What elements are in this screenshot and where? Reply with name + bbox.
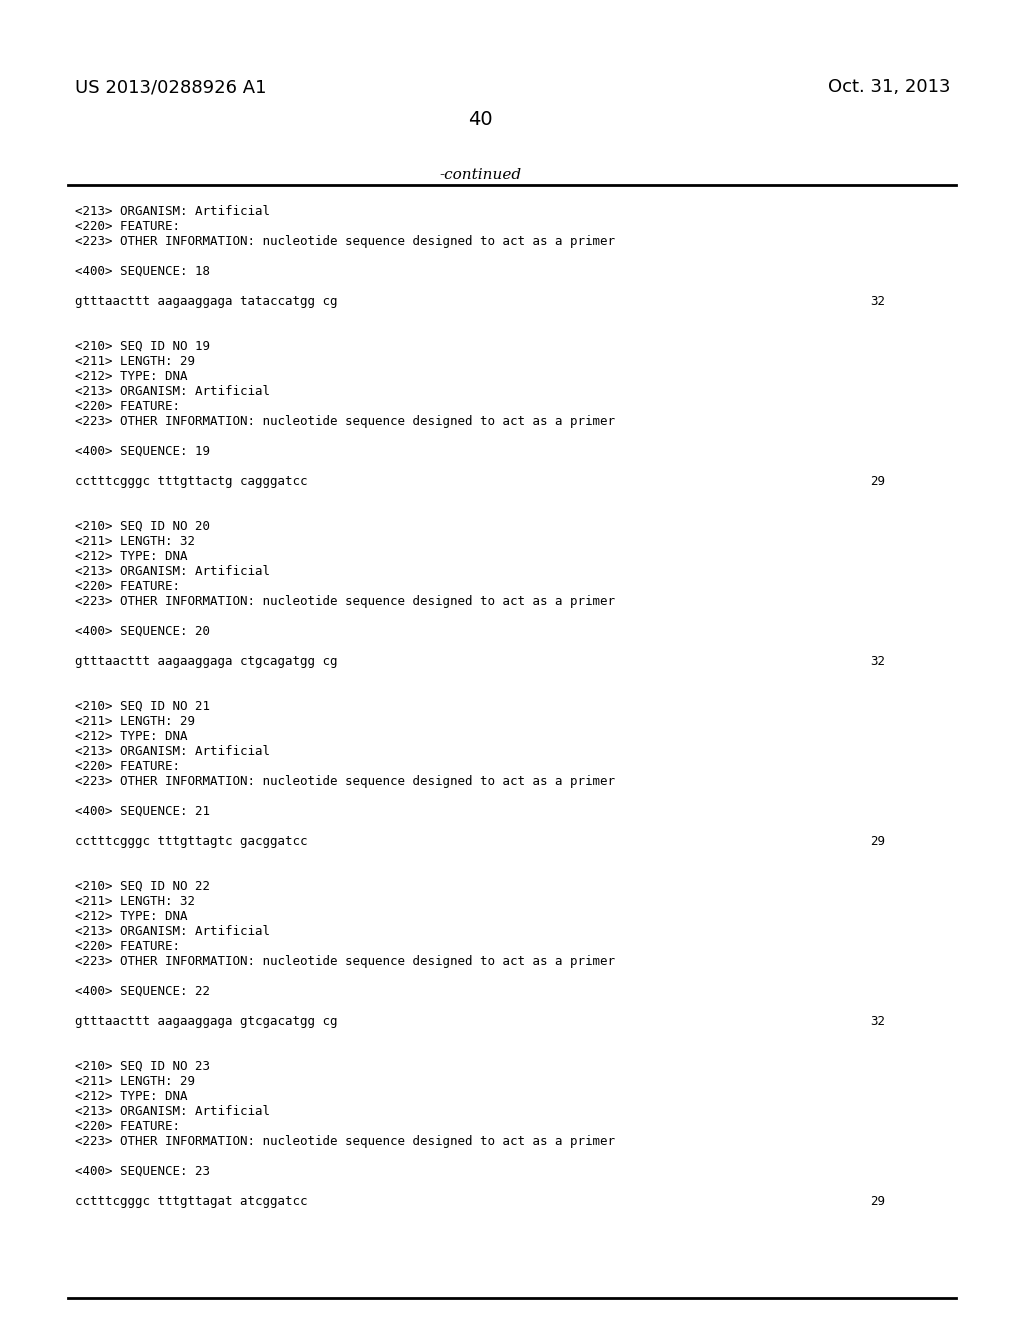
Text: <220> FEATURE:: <220> FEATURE: — [75, 1119, 180, 1133]
Text: <211> LENGTH: 29: <211> LENGTH: 29 — [75, 1074, 195, 1088]
Text: <212> TYPE: DNA: <212> TYPE: DNA — [75, 550, 187, 564]
Text: gtttaacttt aagaaggaga tataccatgg cg: gtttaacttt aagaaggaga tataccatgg cg — [75, 294, 338, 308]
Text: 29: 29 — [870, 836, 885, 847]
Text: 29: 29 — [870, 475, 885, 488]
Text: <210> SEQ ID NO 21: <210> SEQ ID NO 21 — [75, 700, 210, 713]
Text: <213> ORGANISM: Artificial: <213> ORGANISM: Artificial — [75, 565, 270, 578]
Text: <210> SEQ ID NO 20: <210> SEQ ID NO 20 — [75, 520, 210, 533]
Text: <211> LENGTH: 32: <211> LENGTH: 32 — [75, 895, 195, 908]
Text: <211> LENGTH: 29: <211> LENGTH: 29 — [75, 355, 195, 368]
Text: <211> LENGTH: 32: <211> LENGTH: 32 — [75, 535, 195, 548]
Text: <400> SEQUENCE: 21: <400> SEQUENCE: 21 — [75, 805, 210, 818]
Text: <210> SEQ ID NO 19: <210> SEQ ID NO 19 — [75, 341, 210, 352]
Text: Oct. 31, 2013: Oct. 31, 2013 — [827, 78, 950, 96]
Text: <220> FEATURE:: <220> FEATURE: — [75, 760, 180, 774]
Text: <213> ORGANISM: Artificial: <213> ORGANISM: Artificial — [75, 744, 270, 758]
Text: <223> OTHER INFORMATION: nucleotide sequence designed to act as a primer: <223> OTHER INFORMATION: nucleotide sequ… — [75, 595, 615, 609]
Text: <223> OTHER INFORMATION: nucleotide sequence designed to act as a primer: <223> OTHER INFORMATION: nucleotide sequ… — [75, 414, 615, 428]
Text: <212> TYPE: DNA: <212> TYPE: DNA — [75, 1090, 187, 1104]
Text: 29: 29 — [870, 1195, 885, 1208]
Text: <223> OTHER INFORMATION: nucleotide sequence designed to act as a primer: <223> OTHER INFORMATION: nucleotide sequ… — [75, 1135, 615, 1148]
Text: 32: 32 — [870, 1015, 885, 1028]
Text: <210> SEQ ID NO 23: <210> SEQ ID NO 23 — [75, 1060, 210, 1073]
Text: 40: 40 — [468, 110, 493, 129]
Text: <211> LENGTH: 29: <211> LENGTH: 29 — [75, 715, 195, 729]
Text: <223> OTHER INFORMATION: nucleotide sequence designed to act as a primer: <223> OTHER INFORMATION: nucleotide sequ… — [75, 235, 615, 248]
Text: <212> TYPE: DNA: <212> TYPE: DNA — [75, 730, 187, 743]
Text: <213> ORGANISM: Artificial: <213> ORGANISM: Artificial — [75, 205, 270, 218]
Text: gtttaacttt aagaaggaga ctgcagatgg cg: gtttaacttt aagaaggaga ctgcagatgg cg — [75, 655, 338, 668]
Text: <400> SEQUENCE: 18: <400> SEQUENCE: 18 — [75, 265, 210, 279]
Text: cctttcgggc tttgttagtc gacggatcc: cctttcgggc tttgttagtc gacggatcc — [75, 836, 307, 847]
Text: gtttaacttt aagaaggaga gtcgacatgg cg: gtttaacttt aagaaggaga gtcgacatgg cg — [75, 1015, 338, 1028]
Text: <400> SEQUENCE: 22: <400> SEQUENCE: 22 — [75, 985, 210, 998]
Text: <220> FEATURE:: <220> FEATURE: — [75, 940, 180, 953]
Text: 32: 32 — [870, 655, 885, 668]
Text: cctttcgggc tttgttactg cagggatcc: cctttcgggc tttgttactg cagggatcc — [75, 475, 307, 488]
Text: 32: 32 — [870, 294, 885, 308]
Text: <212> TYPE: DNA: <212> TYPE: DNA — [75, 909, 187, 923]
Text: <220> FEATURE:: <220> FEATURE: — [75, 220, 180, 234]
Text: <223> OTHER INFORMATION: nucleotide sequence designed to act as a primer: <223> OTHER INFORMATION: nucleotide sequ… — [75, 775, 615, 788]
Text: <220> FEATURE:: <220> FEATURE: — [75, 579, 180, 593]
Text: <212> TYPE: DNA: <212> TYPE: DNA — [75, 370, 187, 383]
Text: <210> SEQ ID NO 22: <210> SEQ ID NO 22 — [75, 880, 210, 894]
Text: <400> SEQUENCE: 19: <400> SEQUENCE: 19 — [75, 445, 210, 458]
Text: <223> OTHER INFORMATION: nucleotide sequence designed to act as a primer: <223> OTHER INFORMATION: nucleotide sequ… — [75, 954, 615, 968]
Text: <213> ORGANISM: Artificial: <213> ORGANISM: Artificial — [75, 1105, 270, 1118]
Text: <213> ORGANISM: Artificial: <213> ORGANISM: Artificial — [75, 385, 270, 399]
Text: <213> ORGANISM: Artificial: <213> ORGANISM: Artificial — [75, 925, 270, 939]
Text: <400> SEQUENCE: 23: <400> SEQUENCE: 23 — [75, 1166, 210, 1177]
Text: -continued: -continued — [439, 168, 521, 182]
Text: <400> SEQUENCE: 20: <400> SEQUENCE: 20 — [75, 624, 210, 638]
Text: <220> FEATURE:: <220> FEATURE: — [75, 400, 180, 413]
Text: cctttcgggc tttgttagat atcggatcc: cctttcgggc tttgttagat atcggatcc — [75, 1195, 307, 1208]
Text: US 2013/0288926 A1: US 2013/0288926 A1 — [75, 78, 266, 96]
